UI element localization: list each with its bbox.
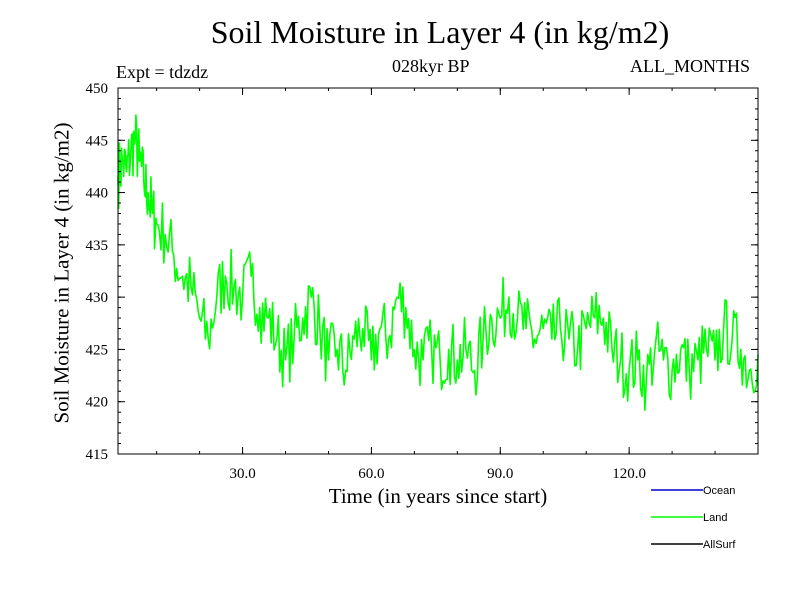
x-axis-label: Time (in years since start) [328,484,548,508]
months-label: ALL_MONTHS [630,56,750,76]
x-tick-label: 30.0 [229,466,255,482]
y-tick-label: 440 [86,186,109,202]
y-tick-label: 415 [86,447,109,463]
x-tick-label: 120.0 [612,466,646,482]
x-tick-label: 60.0 [358,466,384,482]
x-tick-label: 90.0 [487,466,513,482]
y-tick-label: 430 [86,290,109,306]
y-tick-label: 425 [86,342,109,358]
period-label: 028kyr BP [392,56,470,76]
plot-frame [117,87,759,455]
legend-label-ocean: Ocean [703,485,735,497]
series-line-land [117,114,759,411]
legend-label-land: Land [703,512,727,524]
y-tick-label: 420 [86,395,109,411]
y-tick-label: 435 [86,238,109,254]
experiment-label: Expt = tdzdz [116,62,209,82]
chart-title: Soil Moisture in Layer 4 (in kg/m2) [210,14,670,50]
y-tick-label: 450 [86,81,109,97]
legend-label-allsurf: AllSurf [703,539,736,551]
y-tick-label: 445 [86,133,109,149]
